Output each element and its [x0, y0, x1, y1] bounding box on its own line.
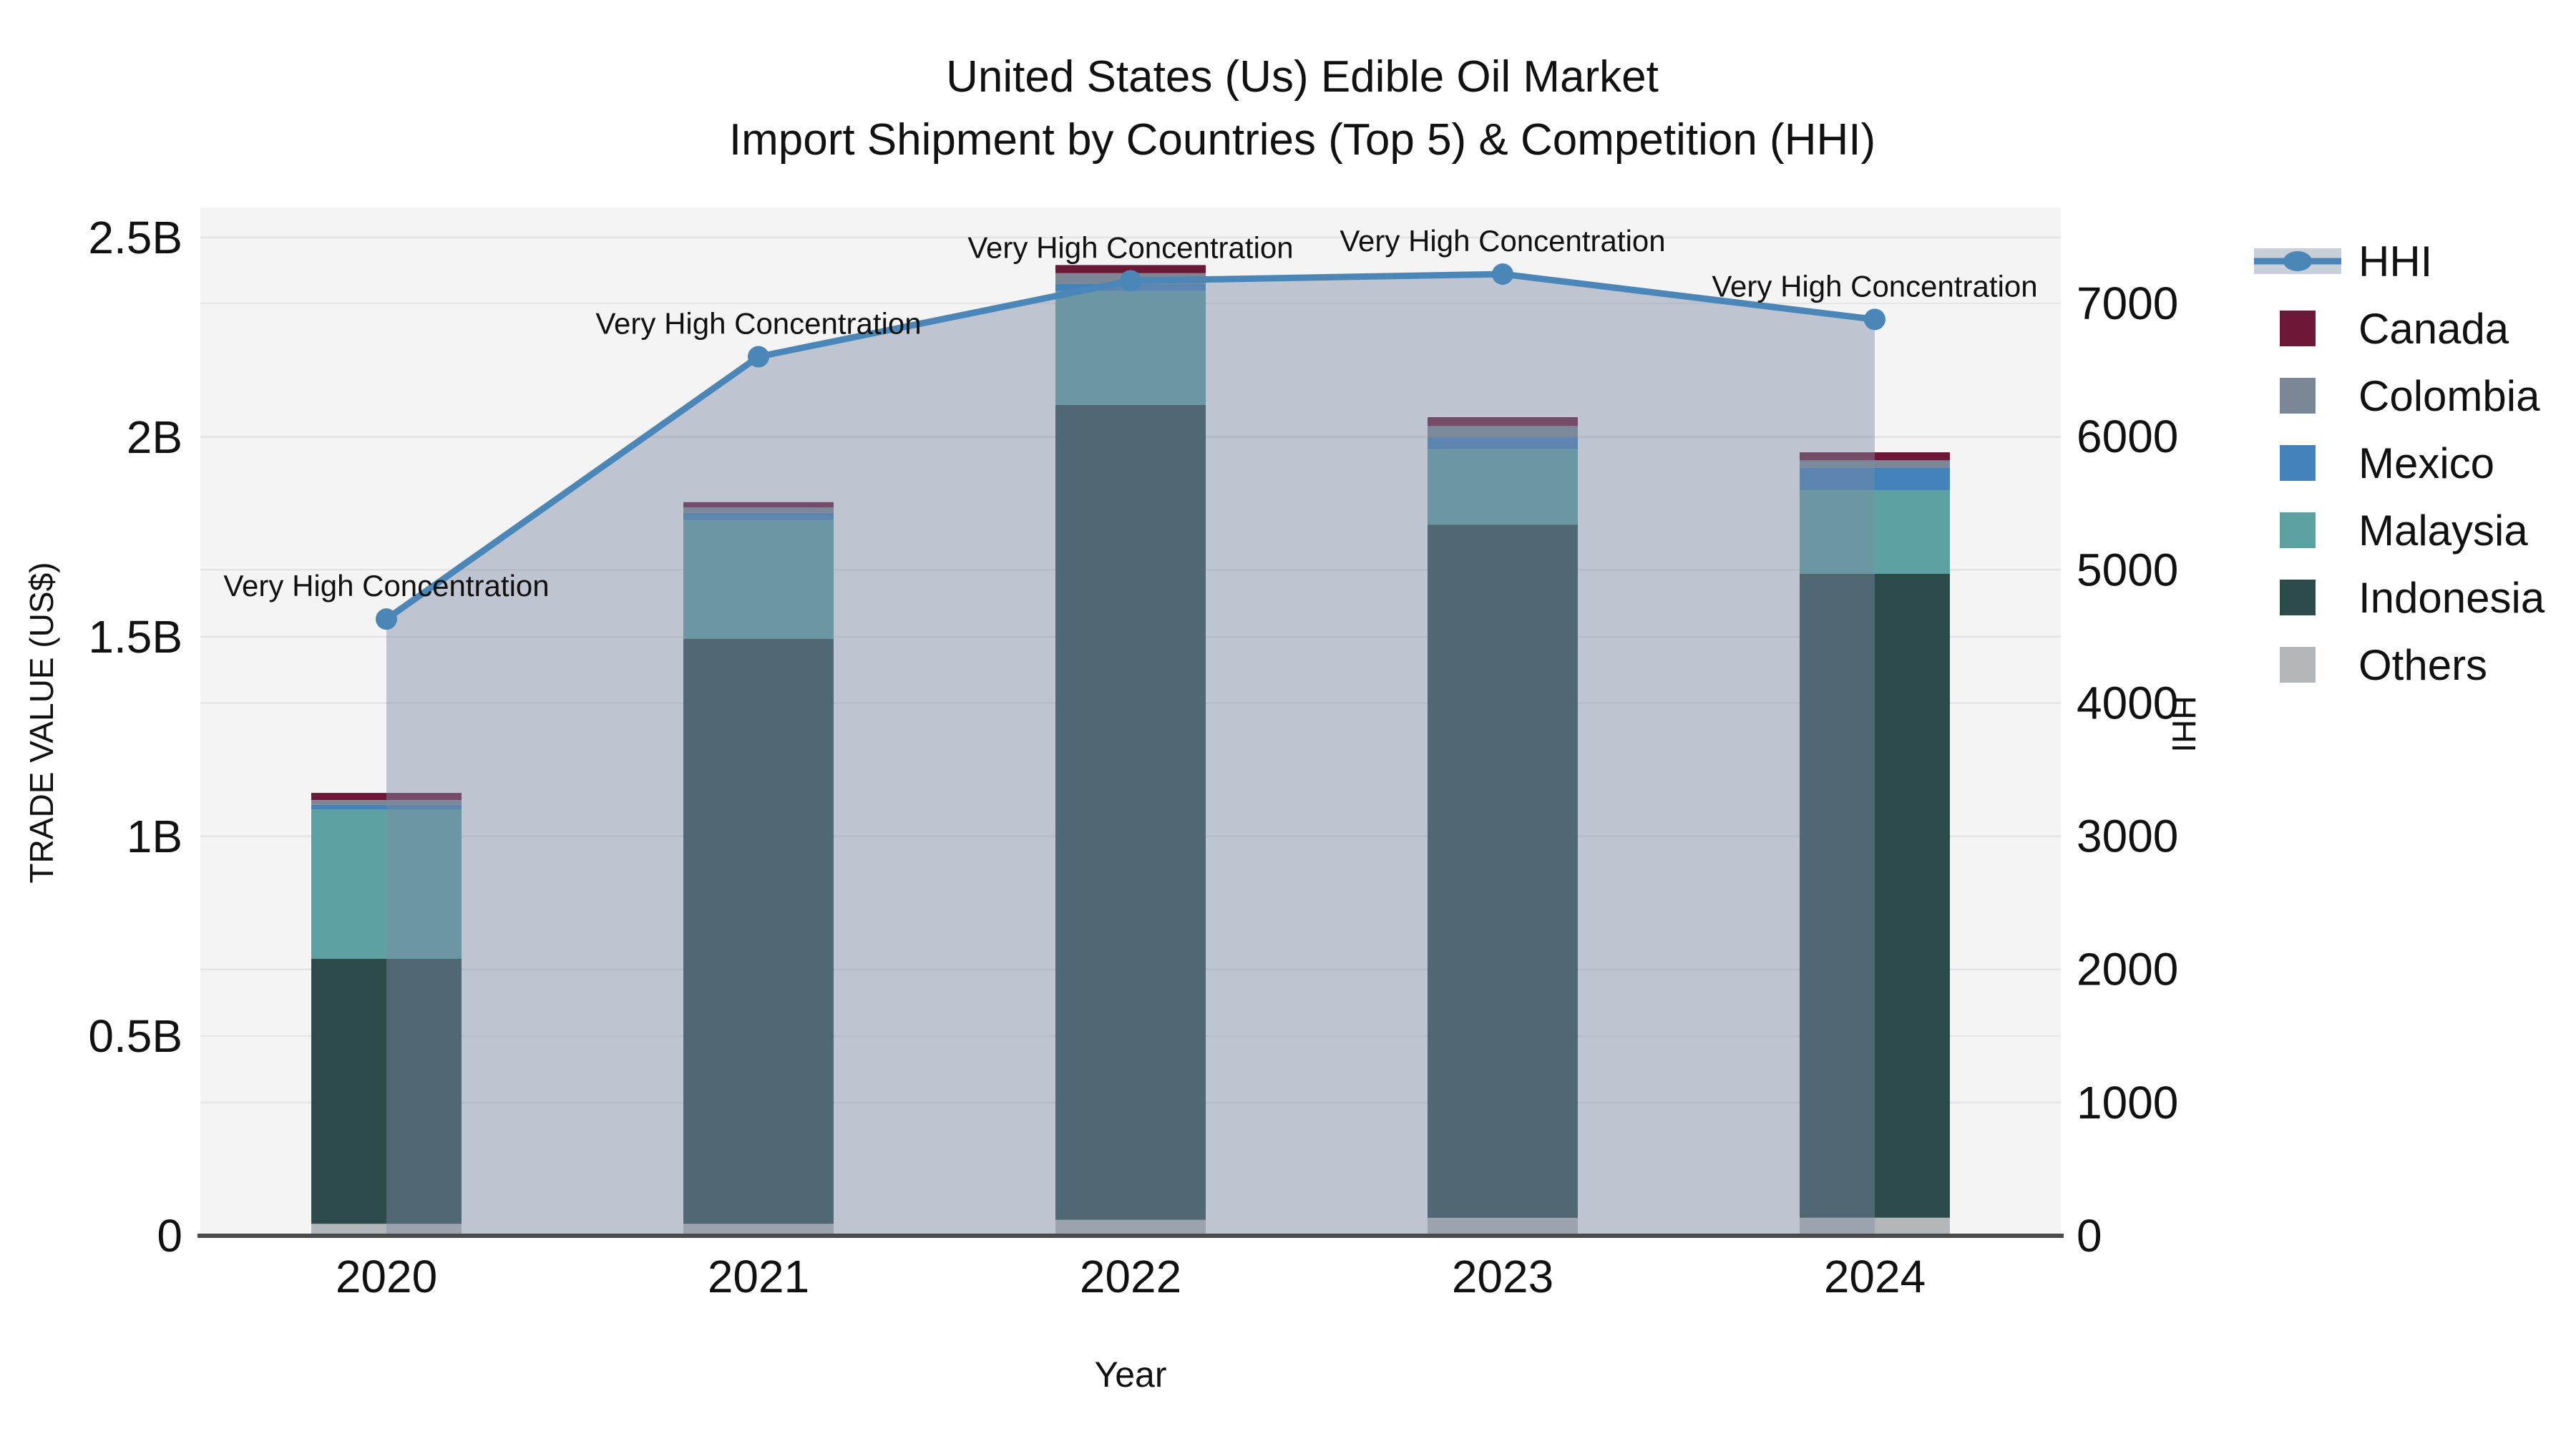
y-axis-tick-right: 4000 — [2077, 677, 2178, 728]
x-axis-tick: 2022 — [1080, 1251, 1181, 1302]
bar-segment-others — [1800, 1217, 1950, 1236]
bar-segment-others — [1055, 1219, 1206, 1236]
legend-swatch-cell — [2253, 311, 2358, 346]
bar-segment-colombia — [311, 800, 462, 805]
legend-label: Mexico — [2358, 439, 2495, 487]
bar-segment-canada — [1055, 265, 1206, 273]
y-axis-tick-right: 3000 — [2077, 811, 2178, 862]
bar-segment-mexico — [311, 804, 462, 809]
y-axis-tick-right: 5000 — [2077, 544, 2178, 595]
legend-color-swatch — [2280, 647, 2316, 683]
legend-swatch-cell — [2253, 378, 2358, 414]
legend: HHI Canada Colombia Mexico Malaysia Indonesia… — [2253, 228, 2545, 698]
legend-label: Colombia — [2358, 371, 2540, 420]
legend-swatch-cell — [2253, 445, 2358, 481]
hhi-marker — [376, 608, 397, 630]
y-axis-tick-right: 6000 — [2077, 411, 2178, 462]
hhi-legend-marker — [2283, 251, 2312, 271]
x-axis-title: Year — [1094, 1355, 1167, 1395]
annotation: Very High Concentration — [223, 569, 549, 602]
bar-segment-canada — [1428, 417, 1578, 426]
y-axis-title-right: HHI — [2165, 696, 2202, 753]
legend-label: HHI — [2358, 237, 2433, 286]
bar-segment-indonesia — [1800, 573, 1950, 1218]
bar-segment-mexico — [1800, 467, 1950, 490]
y-axis-tick-right: 0 — [2077, 1210, 2102, 1262]
bar-segment-indonesia — [311, 958, 462, 1224]
legend-item-malaysia: Malaysia — [2253, 497, 2545, 564]
y-axis-tick-left: 0.5B — [88, 1010, 182, 1062]
x-axis-tick: 2020 — [336, 1251, 437, 1302]
y-axis-tick-left: 2B — [127, 411, 182, 463]
hhi-marker — [748, 346, 769, 368]
hhi-area — [386, 274, 1875, 1236]
bar-segment-malaysia — [1800, 489, 1950, 574]
legend-label: Others — [2358, 640, 2488, 689]
bar-segment-colombia — [1800, 460, 1950, 468]
y-axis-tick-right: 2000 — [2077, 944, 2178, 995]
legend-color-swatch — [2280, 378, 2316, 414]
legend-label: Malaysia — [2358, 506, 2528, 555]
x-axis-tick: 2023 — [1452, 1251, 1553, 1302]
bar-segment-indonesia — [1055, 404, 1206, 1220]
annotation: Very High Concentration — [1340, 224, 1665, 258]
legend-swatch-cell — [2253, 512, 2358, 548]
chart-title: United States (Us) Edible Oil Market Imp… — [729, 46, 1875, 172]
hhi-legend-swatch — [2254, 248, 2341, 274]
legend-color-swatch — [2280, 512, 2316, 548]
y-axis-tick-left: 0 — [157, 1210, 182, 1262]
legend-label: Indonesia — [2358, 573, 2545, 622]
bar-segment-mexico — [683, 512, 834, 520]
bar-segment-colombia — [683, 507, 834, 513]
hhi-marker — [1864, 308, 1885, 331]
bar-segment-canada — [683, 502, 834, 508]
bar-segment-others — [311, 1224, 462, 1236]
bar-segment-malaysia — [1428, 449, 1578, 525]
legend-swatch-cell — [2253, 580, 2358, 615]
annotation: Very High Concentration — [595, 306, 921, 340]
annotation: Very High Concentration — [1712, 269, 2037, 303]
bar-segment-others — [1428, 1217, 1578, 1236]
legend-label: Canada — [2358, 304, 2509, 353]
legend-item-mexico: Mexico — [2253, 429, 2545, 497]
legend-color-swatch — [2280, 445, 2316, 481]
annotation: Very High Concentration — [967, 230, 1293, 264]
bar-segment-indonesia — [683, 638, 834, 1224]
y-axis-tick-right: 7000 — [2077, 278, 2178, 329]
legend-color-swatch — [2280, 311, 2316, 346]
bar-segment-canada — [311, 793, 462, 801]
chart-title-line1: United States (Us) Edible Oil Market — [946, 52, 1659, 102]
legend-swatch-cell — [2253, 647, 2358, 683]
bar-segment-canada — [1800, 452, 1950, 461]
hhi-marker — [1120, 270, 1141, 292]
legend-color-swatch — [2280, 580, 2316, 615]
y-axis-tick-left: 1B — [127, 811, 182, 862]
bar-segment-malaysia — [683, 520, 834, 639]
legend-item-others: Others — [2253, 631, 2545, 698]
y-axis-tick-left: 2.5B — [88, 212, 182, 263]
legend-item-indonesia: Indonesia — [2253, 564, 2545, 631]
legend-item-hhi: HHI — [2253, 228, 2545, 295]
y-axis-tick-right: 1000 — [2077, 1077, 2178, 1128]
y-axis-tick-left: 1.5B — [88, 611, 182, 663]
x-axis-tick: 2021 — [708, 1251, 809, 1302]
bar-segment-others — [683, 1224, 834, 1236]
bar-segment-colombia — [1428, 426, 1578, 438]
bar-segment-mexico — [1428, 437, 1578, 450]
legend-item-canada: Canada — [2253, 295, 2545, 362]
bar-segment-indonesia — [1428, 525, 1578, 1218]
y-axis-title-left: TRADE VALUE (US$) — [23, 562, 60, 884]
bar-segment-malaysia — [1055, 291, 1206, 405]
bar-segment-malaysia — [311, 809, 462, 959]
chart-title-line2: Import Shipment by Countries (Top 5) & C… — [728, 115, 1876, 165]
x-axis-tick: 2024 — [1824, 1251, 1926, 1302]
legend-swatch-cell — [2253, 248, 2358, 274]
legend-item-colombia: Colombia — [2253, 362, 2545, 429]
hhi-marker — [1492, 263, 1513, 286]
